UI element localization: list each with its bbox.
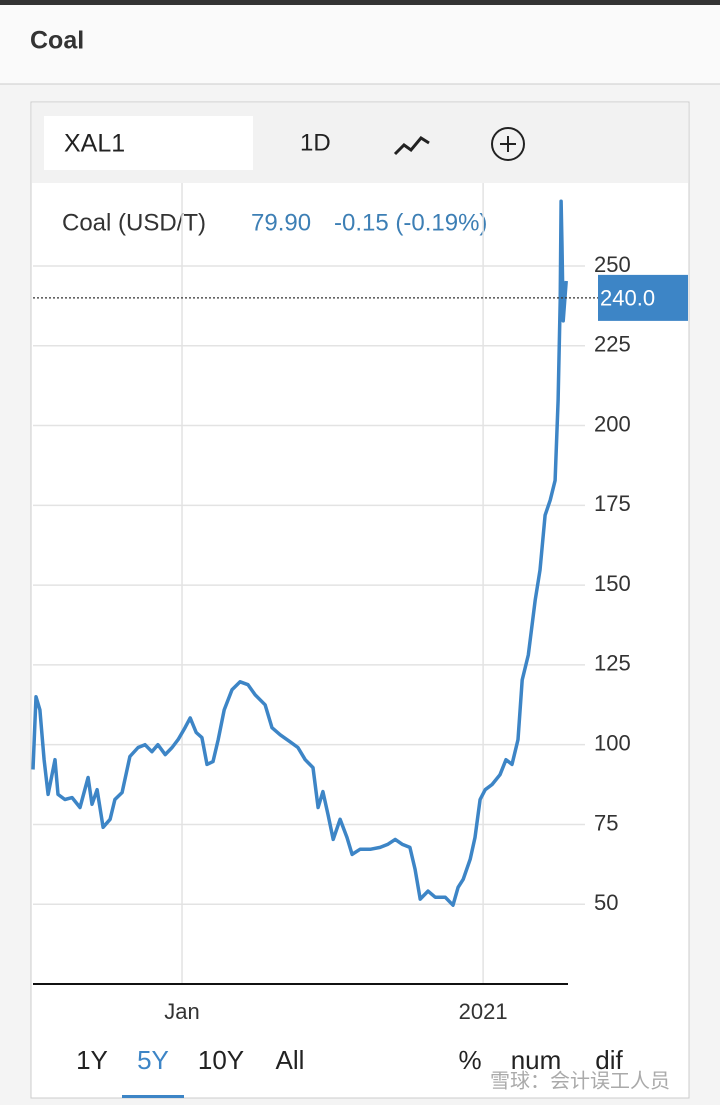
symbol-box[interactable] [44,116,253,170]
x-tick-label: Jan [164,999,199,1024]
y-tick-label: 75 [594,810,618,835]
plot: 50 75 100 125 150 175 200 225 250 Jan 2021 240.0 [31,183,688,1024]
mode-button[interactable]: % [458,1045,481,1075]
symbol[interactable]: XAL1 [64,130,125,158]
y-tick-label: 250 [594,252,631,277]
watermark: 雪球：会计误工人员 [490,1069,670,1092]
legend-name: Coal (USD/T) [62,209,206,236]
range-button[interactable]: 5Y [137,1045,169,1075]
interval[interactable]: 1D [300,129,331,156]
price-line [31,199,568,907]
y-tick-label: 100 [594,730,631,755]
chart-card [30,101,690,1099]
range-button[interactable]: 10Y [198,1045,244,1075]
quote-price: 79.90 [251,209,311,236]
header-bar [0,5,720,84]
last-price-label: 240.0 [600,286,655,311]
y-tick-label: 225 [594,332,631,357]
last-price-box [598,274,688,321]
y-tick-label: 175 [594,491,631,516]
status-strip [0,0,720,5]
range-button[interactable]: 1Y [76,1045,108,1075]
range-underline [122,1095,184,1098]
y-tick-label: 125 [594,651,631,676]
x-tick-label: 2021 [459,999,508,1024]
y-tick-label: 50 [594,890,618,915]
y-tick-label: 150 [594,571,631,596]
chart-type-icon[interactable] [393,136,430,156]
header-title: Coal [30,27,84,55]
mode-button[interactable]: dif [595,1045,623,1075]
range-button[interactable]: All [276,1045,305,1075]
add-icon[interactable] [491,127,525,161]
y-tick-label: 200 [594,411,631,436]
mode-button[interactable]: num [511,1045,562,1075]
quote-change: -0.15 (-0.19%) [334,209,487,236]
add-icon-plus [500,136,516,152]
